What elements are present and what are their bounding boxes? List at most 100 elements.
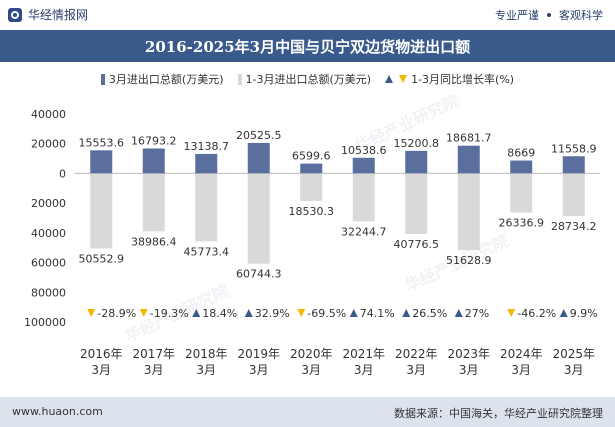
cumulative-data-label: 50552.9 <box>79 253 125 266</box>
chart-plot: 40000 20000 0 20000 40000 60000 80000 100000 155… <box>24 108 600 377</box>
cumulative-data-label: 51628.9 <box>446 254 492 267</box>
y-tick-label: 40000 <box>31 227 66 240</box>
legend-label-march: 3月进出口总额(万美元) <box>108 73 224 86</box>
growth-down-marker <box>297 309 306 317</box>
march-data-label: 6599.6 <box>292 150 331 163</box>
cumulative-data-label: 60744.3 <box>236 268 282 281</box>
y-tick-label: 20000 <box>31 138 66 151</box>
growth-up-marker <box>402 309 411 317</box>
march-data-label: 16793.2 <box>131 134 177 147</box>
separator-dot-icon <box>547 13 551 17</box>
growth-up-marker <box>244 309 253 317</box>
footer-website: www.huaon.com <box>12 405 103 418</box>
cumulative-bar <box>457 173 480 251</box>
x-tick-label-month: 3月 <box>459 363 479 377</box>
march-bar <box>90 150 113 174</box>
x-tick-label-month: 3月 <box>406 363 426 377</box>
cumulative-data-label: 38986.4 <box>131 235 177 248</box>
y-tick-label: 20000 <box>31 197 66 210</box>
growth-data-label: 18.4% <box>202 307 237 320</box>
y-tick-label: 0 <box>59 167 66 180</box>
legend-swatch-march <box>100 73 105 85</box>
x-tick-label: 2016年 <box>80 347 123 361</box>
legend-label-growth: 1-3月同比增长率(%) <box>411 73 515 86</box>
x-tick-label-month: 3月 <box>564 363 584 377</box>
cumulative-data-label: 18530.3 <box>289 205 335 218</box>
growth-data-label: -28.9% <box>97 307 136 320</box>
cumulative-bar <box>142 173 165 232</box>
march-bar <box>562 156 585 174</box>
growth-data-label: -46.2% <box>517 307 556 320</box>
x-tick-label-month: 3月 <box>354 363 374 377</box>
x-tick-label: 2020年 <box>290 347 333 361</box>
legend-swatch-cumulative <box>237 73 242 85</box>
march-data-label: 15200.8 <box>394 137 440 150</box>
legend-item-march: 3月进出口总额(万美元) <box>100 71 224 87</box>
legend-item-cumulative: 1-3月进出口总额(万美元) <box>237 71 372 87</box>
x-tick-label: 2019年 <box>237 347 280 361</box>
cumulative-data-label: 28734.2 <box>551 220 597 233</box>
cumulative-bar <box>510 173 533 213</box>
cumulative-bar <box>562 173 585 217</box>
x-tick-label: 2022年 <box>395 347 438 361</box>
x-tick-label: 2018年 <box>185 347 228 361</box>
cumulative-bar <box>90 173 113 249</box>
cumulative-bar <box>352 173 375 222</box>
footer: www.huaon.com 数据来源：中国海关，华经产业研究院整理 <box>0 397 615 427</box>
brand: 华经情报网 <box>8 6 88 23</box>
y-tick-label: 80000 <box>31 286 66 299</box>
cumulative-bar <box>195 173 218 242</box>
x-tick-label: 2021年 <box>342 347 385 361</box>
march-bar <box>510 160 533 174</box>
growth-data-label: 9.9% <box>570 307 598 320</box>
march-bar <box>142 148 165 174</box>
march-bar <box>405 150 428 174</box>
tagline-1: 专业严谨 <box>495 9 539 22</box>
growth-up-marker <box>349 309 358 317</box>
x-tick-label: 2023年 <box>447 347 490 361</box>
chart-title: 2016-2025年3月中国与贝宁双边货物进出口额 <box>144 37 471 56</box>
cumulative-bar <box>247 173 270 264</box>
march-data-label: 20525.5 <box>236 129 282 142</box>
march-data-label: 10538.6 <box>341 144 387 157</box>
cumulative-data-label: 45773.4 <box>184 245 230 258</box>
x-tick-label-month: 3月 <box>91 363 111 377</box>
growth-up-marker <box>454 309 463 317</box>
growth-data-label: -19.3% <box>150 307 189 320</box>
march-data-label: 15553.6 <box>79 136 125 149</box>
logo-icon <box>8 7 22 22</box>
march-data-label: 18681.7 <box>446 132 492 145</box>
growth-data-label: 74.1% <box>360 307 395 320</box>
growth-down-marker <box>139 309 148 317</box>
triangle-up-icon <box>385 75 394 83</box>
growth-data-label: 32.9% <box>255 307 290 320</box>
march-bar <box>247 142 270 174</box>
cumulative-data-label: 40776.5 <box>394 238 440 251</box>
x-tick-label-month: 3月 <box>249 363 269 377</box>
y-tick-label: 100000 <box>24 316 66 329</box>
x-tick-label-month: 3月 <box>301 363 321 377</box>
march-data-label: 8669 <box>507 147 535 160</box>
triangle-down-icon <box>399 75 408 83</box>
legend-label-cumulative: 1-3月进出口总额(万美元) <box>245 73 372 86</box>
footer-source: 数据来源：中国海关，华经产业研究院整理 <box>394 407 603 420</box>
y-tick-label: 40000 <box>31 108 66 121</box>
y-tick-label: 60000 <box>31 257 66 270</box>
tagline-2: 客观科学 <box>559 9 603 22</box>
x-tick-label: 2025年 <box>552 347 595 361</box>
march-bar <box>352 157 375 174</box>
x-tick-label-month: 3月 <box>196 363 216 377</box>
growth-data-label: -69.5% <box>307 307 346 320</box>
x-tick-label: 2017年 <box>132 347 175 361</box>
growth-up-marker <box>192 309 201 317</box>
cumulative-data-label: 26336.9 <box>499 217 545 230</box>
march-bar <box>195 153 218 174</box>
top-bar: 华经情报网 专业严谨 客观科学 <box>0 0 615 30</box>
march-data-label: 11558.9 <box>551 142 597 155</box>
legend-item-growth: 1-3月同比增长率(%) <box>385 71 514 87</box>
march-bar <box>457 145 480 174</box>
cumulative-bar <box>405 173 428 235</box>
taglines: 专业严谨 客观科学 <box>495 7 603 23</box>
growth-data-label: 27% <box>465 307 489 320</box>
growth-up-marker <box>559 309 568 317</box>
